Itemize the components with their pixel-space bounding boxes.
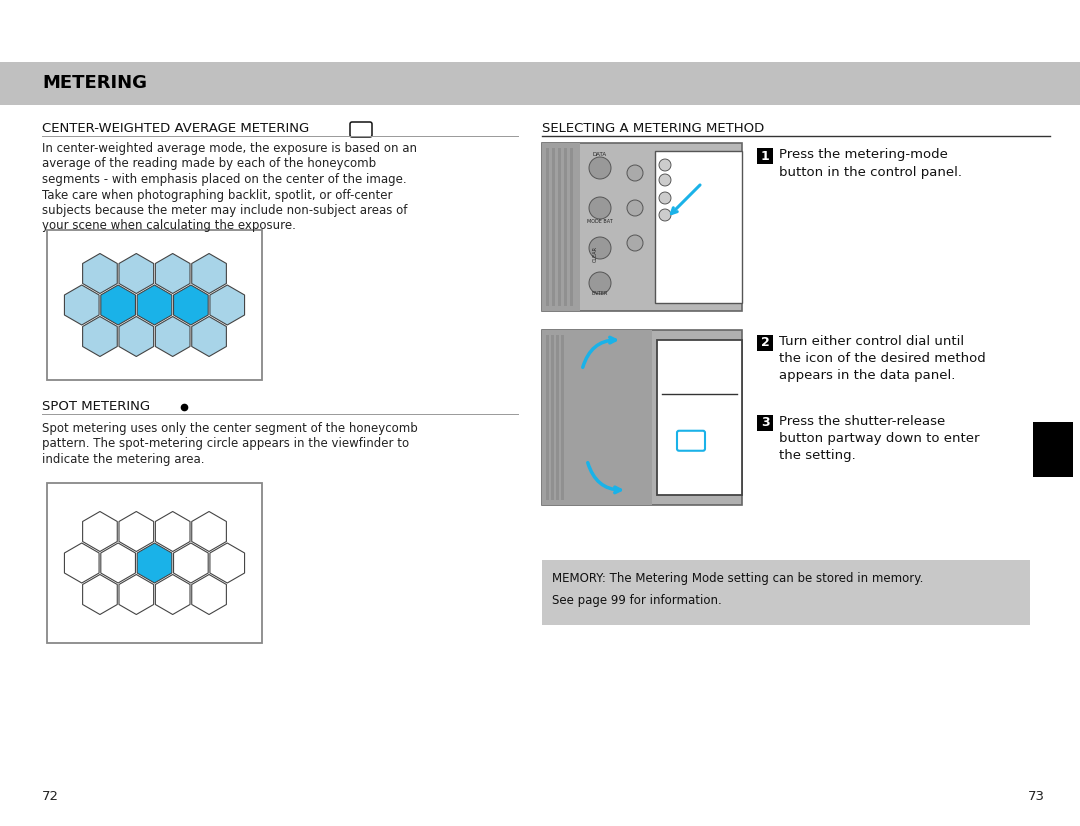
FancyBboxPatch shape <box>546 335 549 500</box>
FancyBboxPatch shape <box>552 148 555 306</box>
Polygon shape <box>65 543 99 583</box>
Text: Turn either control dial until: Turn either control dial until <box>779 335 964 348</box>
FancyBboxPatch shape <box>551 335 554 500</box>
FancyBboxPatch shape <box>657 340 742 495</box>
Text: MEMORY: The Metering Mode setting can be stored in memory.: MEMORY: The Metering Mode setting can be… <box>552 572 923 585</box>
Text: MODE BAT: MODE BAT <box>588 219 612 224</box>
Text: SPOT METERING: SPOT METERING <box>42 400 150 413</box>
Text: DATA: DATA <box>593 152 607 157</box>
FancyBboxPatch shape <box>542 330 652 505</box>
FancyBboxPatch shape <box>48 483 262 643</box>
FancyBboxPatch shape <box>570 148 573 306</box>
Polygon shape <box>156 575 190 615</box>
Text: 72: 72 <box>42 790 59 803</box>
Polygon shape <box>82 575 118 615</box>
FancyBboxPatch shape <box>1032 422 1074 477</box>
Text: 1: 1 <box>760 150 769 163</box>
Text: the icon of the desired method: the icon of the desired method <box>779 352 986 365</box>
Polygon shape <box>100 543 135 583</box>
Circle shape <box>627 235 643 251</box>
Polygon shape <box>65 285 99 325</box>
Polygon shape <box>119 254 153 293</box>
Polygon shape <box>192 511 227 552</box>
FancyBboxPatch shape <box>757 148 773 164</box>
Text: Press the metering-mode: Press the metering-mode <box>779 148 948 161</box>
Polygon shape <box>192 254 227 293</box>
Polygon shape <box>119 511 153 552</box>
Text: 3: 3 <box>760 416 769 430</box>
Polygon shape <box>192 316 227 357</box>
Polygon shape <box>174 285 208 325</box>
Circle shape <box>627 165 643 181</box>
FancyBboxPatch shape <box>48 230 262 380</box>
FancyBboxPatch shape <box>546 148 549 306</box>
Polygon shape <box>174 543 208 583</box>
Circle shape <box>659 209 671 221</box>
FancyBboxPatch shape <box>556 335 559 500</box>
Text: Spot metering uses only the center segment of the honeycomb: Spot metering uses only the center segme… <box>42 422 418 435</box>
Polygon shape <box>137 543 172 583</box>
Text: SELECTING A METERING METHOD: SELECTING A METERING METHOD <box>542 122 765 135</box>
FancyBboxPatch shape <box>542 143 580 311</box>
FancyBboxPatch shape <box>654 151 742 303</box>
Text: CLEAR: CLEAR <box>593 246 597 262</box>
Text: indicate the metering area.: indicate the metering area. <box>42 453 204 466</box>
Text: button in the control panel.: button in the control panel. <box>779 166 962 179</box>
Text: 2: 2 <box>760 336 769 349</box>
Text: ENTER: ENTER <box>592 291 608 296</box>
Polygon shape <box>119 575 153 615</box>
Text: segments - with emphasis placed on the center of the image.: segments - with emphasis placed on the c… <box>42 173 407 186</box>
Polygon shape <box>100 285 135 325</box>
Circle shape <box>589 272 611 294</box>
Polygon shape <box>82 511 118 552</box>
Text: CENTER-WEIGHTED AVERAGE METERING: CENTER-WEIGHTED AVERAGE METERING <box>42 122 309 135</box>
FancyBboxPatch shape <box>757 415 773 431</box>
FancyBboxPatch shape <box>757 335 773 351</box>
FancyBboxPatch shape <box>542 330 742 505</box>
Circle shape <box>589 197 611 219</box>
Polygon shape <box>156 254 190 293</box>
Circle shape <box>659 174 671 186</box>
Circle shape <box>627 200 643 216</box>
Polygon shape <box>210 543 244 583</box>
Text: See page 99 for information.: See page 99 for information. <box>552 594 721 607</box>
Polygon shape <box>156 511 190 552</box>
Text: your scene when calculating the exposure.: your scene when calculating the exposure… <box>42 220 296 232</box>
Circle shape <box>659 192 671 204</box>
Polygon shape <box>156 316 190 357</box>
Polygon shape <box>192 575 227 615</box>
Circle shape <box>659 159 671 171</box>
FancyBboxPatch shape <box>542 143 742 311</box>
Polygon shape <box>82 254 118 293</box>
Polygon shape <box>137 285 172 325</box>
FancyBboxPatch shape <box>561 335 564 500</box>
FancyBboxPatch shape <box>0 62 1080 105</box>
Text: Take care when photographing backlit, spotlit, or off-center: Take care when photographing backlit, sp… <box>42 188 392 202</box>
Text: In center-weighted average mode, the exposure is based on an: In center-weighted average mode, the exp… <box>42 142 417 155</box>
Text: 73: 73 <box>1028 790 1045 803</box>
Polygon shape <box>210 285 244 325</box>
Circle shape <box>589 157 611 179</box>
Polygon shape <box>82 316 118 357</box>
Text: the setting.: the setting. <box>779 449 855 462</box>
Text: Press the shutter-release: Press the shutter-release <box>779 415 945 428</box>
FancyBboxPatch shape <box>542 560 1030 625</box>
Text: METERING: METERING <box>42 74 147 93</box>
FancyBboxPatch shape <box>558 148 561 306</box>
Polygon shape <box>119 316 153 357</box>
Text: appears in the data panel.: appears in the data panel. <box>779 369 956 382</box>
Text: subjects because the meter may include non-subject areas of: subjects because the meter may include n… <box>42 204 407 217</box>
Text: average of the reading made by each of the honeycomb: average of the reading made by each of t… <box>42 158 376 170</box>
Circle shape <box>589 237 611 259</box>
FancyBboxPatch shape <box>564 148 567 306</box>
Text: button partway down to enter: button partway down to enter <box>779 432 980 445</box>
Text: pattern. The spot-metering circle appears in the viewfinder to: pattern. The spot-metering circle appear… <box>42 438 409 450</box>
